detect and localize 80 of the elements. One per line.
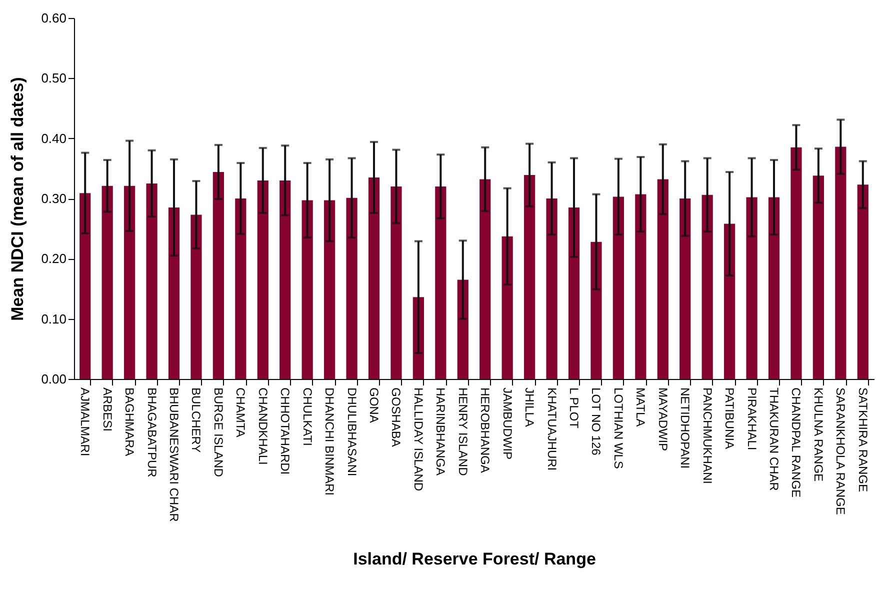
x-tick-label: MATLA (634, 388, 648, 427)
x-tick-label: HALLIDAY ISLAND (411, 388, 426, 492)
bar (657, 179, 668, 379)
x-tick-label: L PLOT (567, 388, 581, 430)
bar (390, 186, 402, 379)
bar (124, 186, 136, 379)
bar (612, 196, 624, 379)
bar (190, 214, 202, 379)
bar (835, 146, 846, 379)
bar (80, 193, 91, 379)
x-tick-label: AJMALMARI (78, 388, 92, 456)
bar (146, 183, 158, 379)
x-tick-label: HENRY ISLAND (456, 388, 470, 476)
x-tick-label: MAYADWIP (656, 388, 670, 452)
x-tick-label: CHANDKHALI (256, 388, 270, 465)
x-tick-label: PIRAKHALI (744, 388, 759, 450)
x-tick-label: PANCHMUKHANI (700, 388, 714, 484)
y-tick-label: 0.40 (41, 130, 66, 146)
x-tick-label: DHULIBHASANI (344, 388, 359, 476)
x-tick-label: HEROBHANGA (478, 388, 492, 473)
x-tick-label: JAMBUDWIP (500, 388, 514, 460)
y-tick-label: 0.00 (41, 372, 66, 386)
x-tick-label: BULCHERY (189, 388, 204, 453)
y-tick-label: 0.50 (41, 70, 66, 86)
x-tick-label: DHANCHI BINMARI (322, 388, 337, 496)
bar (502, 236, 513, 379)
bar (702, 194, 713, 379)
x-tick-label: CHANDPAL RANGE (789, 388, 804, 498)
bar (168, 208, 180, 379)
y-tick-label: 0.20 (41, 251, 66, 266)
x-tick-label: GONA (367, 388, 381, 423)
x-tick-label: ARBESI (100, 388, 114, 432)
x-tick-label: NETIDHOPANI (678, 388, 692, 469)
bar (568, 208, 580, 379)
bar (235, 198, 246, 379)
y-axis-title: Mean NDCI (mean of all dates) (8, 77, 28, 321)
bar (812, 176, 824, 379)
bar (524, 175, 536, 379)
bar (280, 180, 291, 379)
bar (790, 147, 802, 379)
bar (546, 198, 558, 379)
bar (724, 224, 736, 379)
bar (857, 184, 868, 379)
x-tick-label: BAGHMARA (122, 388, 137, 456)
x-tick-label: BHUBANESWARI CHAR (167, 388, 181, 522)
bar (368, 177, 380, 379)
y-tick-label: 0.60 (41, 10, 66, 26)
bar (746, 197, 758, 379)
x-tick-label: CHHOTAHARDI (278, 388, 292, 475)
bar (768, 197, 780, 379)
x-tick-label: LOT NO 126 (589, 388, 604, 456)
x-tick-label: PATIBUNIA (722, 388, 737, 450)
x-tick-label: BURGE ISLAND (211, 388, 226, 478)
y-tick-label: 0.30 (41, 191, 66, 206)
bar (590, 242, 602, 379)
bar (102, 186, 113, 379)
bar (435, 186, 446, 379)
x-tick-label: LOTHIAN WLS (611, 388, 626, 469)
x-tick-label: CHULKATI (300, 388, 314, 446)
bar (457, 280, 468, 379)
bar (212, 172, 224, 379)
bar (346, 198, 358, 379)
bar (680, 198, 691, 379)
x-tick-label: SARANKHOLA RANGE (834, 388, 848, 515)
y-tick-label: 0.10 (41, 311, 66, 326)
bar (302, 200, 313, 379)
x-tick-label: HARINBHANGA (434, 388, 448, 476)
x-tick-label: BHAGABATPUR (144, 388, 159, 478)
bar (324, 200, 336, 379)
bar (635, 194, 646, 379)
x-tick-label: CHAMTA (234, 388, 248, 438)
x-tick-label: SATKHIRA RANGE (856, 388, 870, 492)
bar (480, 179, 491, 379)
x-tick-label: KHULNA RANGE (811, 388, 826, 482)
x-tick-label: THAKURAN CHAR (767, 388, 781, 492)
x-tick-label: KHATUAJHURI (544, 388, 559, 471)
x-axis-title: Island/ Reserve Forest/ Range (353, 550, 596, 569)
x-tick-label: GOSHABA (389, 388, 404, 447)
bar (257, 180, 268, 379)
x-tick-label: JHILLA (522, 388, 537, 427)
